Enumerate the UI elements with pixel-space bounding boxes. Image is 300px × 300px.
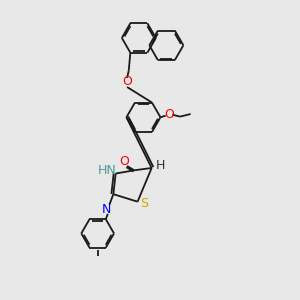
Text: O: O bbox=[122, 75, 132, 88]
Text: N: N bbox=[102, 203, 112, 216]
Text: S: S bbox=[140, 197, 148, 210]
Text: O: O bbox=[165, 107, 175, 121]
Text: HN: HN bbox=[98, 164, 117, 177]
Text: H: H bbox=[156, 159, 166, 172]
Text: O: O bbox=[119, 155, 129, 168]
